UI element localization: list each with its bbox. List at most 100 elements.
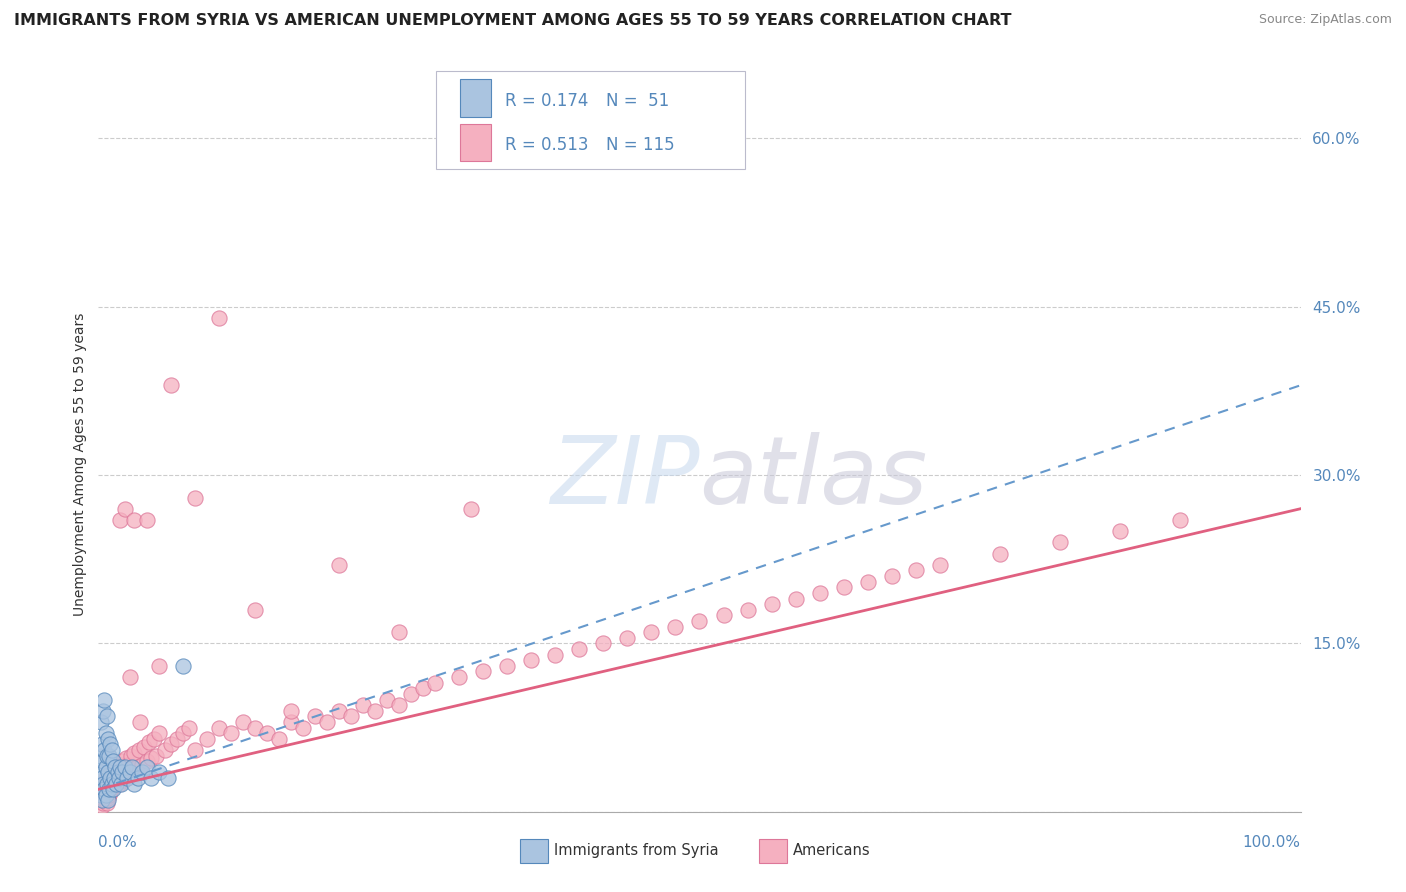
Text: 0.0%: 0.0% (98, 836, 138, 850)
Point (98, 788, 121, 802)
Point (520, 653, 543, 667)
Text: Americans: Americans (793, 844, 870, 858)
Point (592, 636, 614, 650)
Point (103, 771, 125, 785)
Point (98, 782, 121, 797)
Point (280, 704, 302, 718)
Point (340, 709, 363, 723)
Point (115, 751, 138, 765)
Point (856, 574, 879, 589)
Point (121, 760, 143, 774)
Point (110, 777, 132, 791)
Point (138, 735, 160, 749)
Point (127, 771, 149, 785)
Point (96, 777, 118, 791)
Point (90, 765, 112, 780)
Point (148, 765, 170, 780)
Point (496, 658, 519, 673)
Point (832, 580, 855, 594)
Point (388, 625, 411, 640)
Point (117, 757, 139, 772)
Point (195, 731, 218, 746)
Point (97, 765, 120, 780)
Point (105, 773, 128, 788)
Point (94, 791, 117, 805)
Point (183, 743, 205, 757)
Point (616, 631, 638, 645)
Point (93, 692, 115, 706)
Point (100, 777, 122, 791)
Point (808, 586, 831, 600)
Point (94, 788, 117, 802)
Point (388, 698, 411, 712)
Point (93, 793, 115, 807)
Point (91, 788, 114, 802)
Point (412, 681, 434, 696)
Text: 100.0%: 100.0% (1243, 836, 1301, 850)
Point (267, 731, 290, 746)
Point (93, 782, 115, 797)
Point (91, 704, 114, 718)
Y-axis label: Unemployment Among Ages 55 to 59 years: Unemployment Among Ages 55 to 59 years (73, 312, 87, 615)
Point (97, 765, 120, 780)
Point (108, 760, 131, 774)
Point (713, 608, 735, 623)
Point (460, 501, 482, 516)
Point (118, 765, 141, 780)
Point (141, 751, 163, 765)
Point (1170, 513, 1192, 527)
Point (131, 765, 153, 780)
Point (100, 777, 122, 791)
Point (159, 378, 181, 392)
Point (117, 771, 139, 785)
Point (157, 771, 180, 785)
Point (96, 777, 118, 791)
Point (364, 704, 387, 718)
Point (640, 625, 662, 640)
Point (110, 765, 132, 780)
Point (91, 796, 114, 810)
Point (232, 714, 254, 729)
Point (98, 748, 121, 763)
Point (97, 731, 120, 746)
Point (90, 714, 112, 729)
Point (91, 777, 114, 791)
Point (135, 760, 157, 774)
Point (142, 731, 165, 746)
Text: Source: ZipAtlas.com: Source: ZipAtlas.com (1258, 13, 1392, 27)
Point (135, 513, 157, 527)
Point (208, 721, 231, 735)
Point (118, 767, 141, 781)
Text: R = 0.174: R = 0.174 (505, 92, 588, 110)
Point (114, 501, 136, 516)
Point (100, 771, 122, 785)
Point (243, 721, 266, 735)
Text: IMMIGRANTS FROM SYRIA VS AMERICAN UNEMPLOYMENT AMONG AGES 55 TO 59 YEARS CORRELA: IMMIGRANTS FROM SYRIA VS AMERICAN UNEMPL… (14, 13, 1011, 29)
Point (928, 558, 950, 572)
Point (120, 748, 142, 763)
Point (904, 564, 927, 578)
Point (219, 726, 242, 740)
Point (124, 747, 146, 761)
Point (399, 687, 422, 701)
Point (128, 743, 150, 757)
Point (101, 754, 124, 768)
Point (108, 757, 131, 772)
Point (93, 743, 115, 757)
Point (97, 791, 120, 805)
Point (94, 726, 117, 740)
Point (243, 603, 266, 617)
Point (90, 782, 112, 797)
Point (91, 793, 114, 807)
Point (256, 726, 278, 740)
Point (172, 658, 194, 673)
Point (104, 760, 127, 774)
Point (101, 782, 124, 797)
Point (100, 738, 122, 752)
Point (375, 692, 398, 706)
Point (472, 665, 495, 679)
Point (100, 771, 122, 785)
Point (785, 591, 807, 606)
Point (988, 547, 1011, 561)
Point (291, 721, 314, 735)
